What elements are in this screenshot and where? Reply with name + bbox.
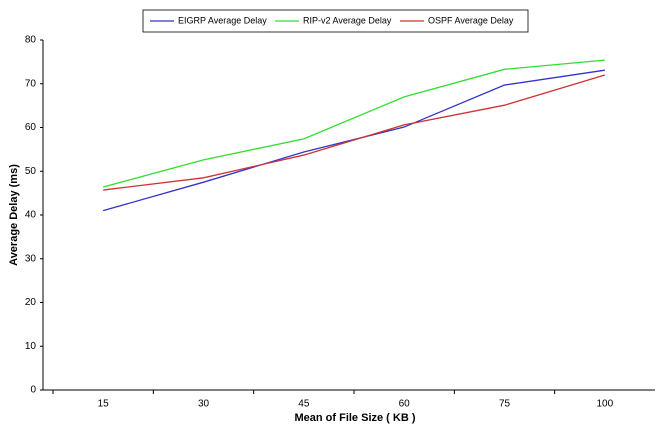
legend-label: EIGRP Average Delay	[178, 15, 267, 25]
y-tick-label: 40	[25, 210, 37, 221]
x-tick-label: 100	[596, 399, 613, 410]
y-tick-label: 50	[25, 166, 37, 177]
series-line	[103, 74, 606, 191]
y-tick-label: 20	[25, 297, 37, 308]
x-tick-label: 60	[399, 399, 411, 410]
y-tick-label: 10	[25, 341, 37, 352]
y-tick-label: 30	[25, 253, 37, 264]
x-axis-title: Mean of File Size ( KB )	[294, 412, 415, 424]
legend-label: OSPF Average Delay	[428, 15, 514, 25]
y-tick-label: 70	[25, 78, 37, 89]
y-tick-label: 80	[25, 35, 37, 46]
x-tick-label: 45	[298, 399, 310, 410]
legend-box	[142, 9, 529, 33]
y-tick-label: 60	[25, 122, 37, 133]
x-tick-label: 75	[499, 399, 511, 410]
x-tick-label: 15	[98, 399, 110, 410]
x-tick-label: 30	[198, 399, 210, 410]
series-line	[102, 59, 605, 188]
y-axis-title: Average Delay (ms)	[8, 164, 20, 266]
legend-label: RIP-v2 Average Delay	[303, 15, 392, 25]
y-tick-label: 0	[30, 385, 36, 396]
